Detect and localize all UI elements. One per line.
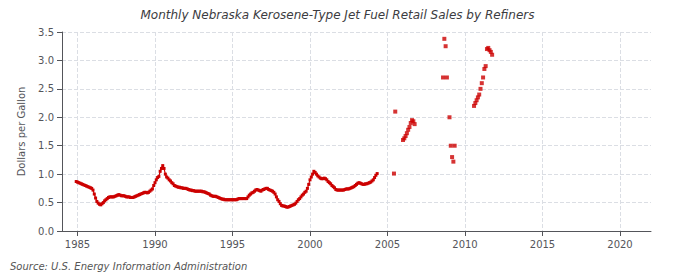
svg-text:1.0: 1.0 — [38, 169, 54, 180]
svg-text:1985: 1985 — [65, 239, 90, 250]
svg-text:2020: 2020 — [607, 239, 632, 250]
svg-text:1990: 1990 — [142, 239, 167, 250]
svg-text:2010: 2010 — [452, 239, 477, 250]
svg-text:0.0: 0.0 — [38, 226, 54, 237]
svg-text:Source: U.S. Energy Informatio: Source: U.S. Energy Information Administ… — [10, 261, 247, 272]
svg-text:0.5: 0.5 — [38, 197, 54, 208]
svg-text:2.0: 2.0 — [38, 112, 54, 123]
svg-text:2000: 2000 — [297, 239, 322, 250]
svg-text:3.5: 3.5 — [38, 27, 54, 38]
svg-text:1.5: 1.5 — [38, 140, 54, 151]
svg-text:2015: 2015 — [530, 239, 555, 250]
svg-text:Dollars per Gallon: Dollars per Gallon — [16, 87, 27, 177]
svg-text:2005: 2005 — [375, 239, 400, 250]
svg-text:2.5: 2.5 — [38, 83, 54, 94]
svg-text:3.0: 3.0 — [38, 55, 54, 66]
svg-text:1995: 1995 — [220, 239, 245, 250]
svg-text:Monthly Nebraska Kerosene-Type: Monthly Nebraska Kerosene-Type Jet Fuel … — [140, 8, 534, 22]
